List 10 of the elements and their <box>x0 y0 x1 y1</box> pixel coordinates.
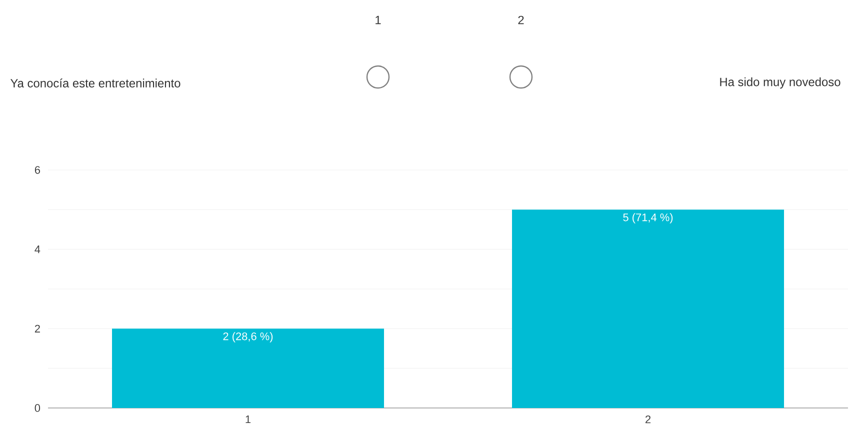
text: 2 <box>518 16 524 24</box>
y-tick-label: 6 <box>34 166 40 174</box>
y-tick-label: 4 <box>34 246 40 254</box>
text: Ya conocía este entretenimiento <box>10 78 180 88</box>
y-tick-label: 2 <box>34 324 40 332</box>
text: Ha sido muy novedoso <box>720 77 840 89</box>
text: 1 <box>376 16 381 24</box>
data-label: 2 (28,6 %) <box>223 332 273 342</box>
y-tick-label: 0 <box>34 404 40 412</box>
data-label: 5 (71,4 %) <box>623 213 673 224</box>
